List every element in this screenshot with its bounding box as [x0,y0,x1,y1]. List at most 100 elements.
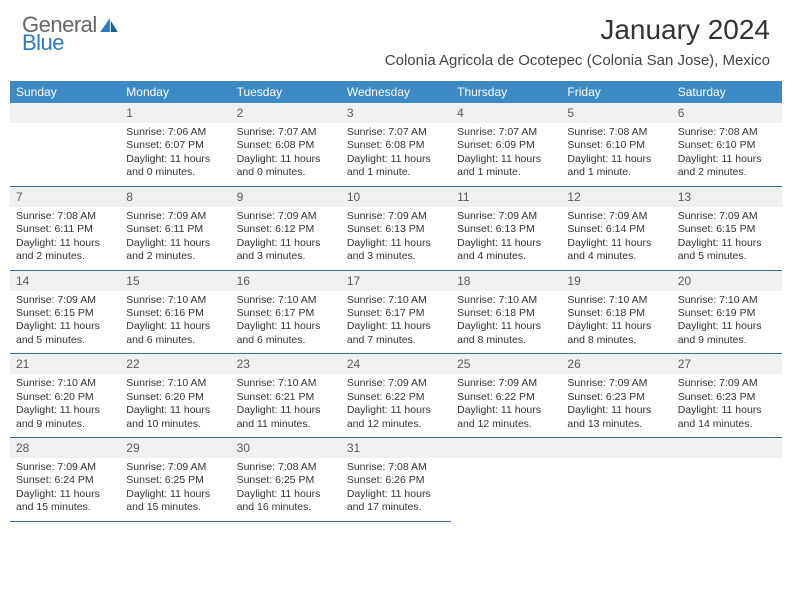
day-details: Sunrise: 7:08 AMSunset: 6:10 PMDaylight:… [561,123,671,186]
day-details [451,458,561,514]
day-header-friday: Friday [561,81,671,103]
day-number [672,438,782,458]
day-number: 8 [120,187,230,207]
calendar-day: 6Sunrise: 7:08 AMSunset: 6:10 PMDaylight… [672,103,782,186]
day-number: 12 [561,187,671,207]
day-number: 28 [10,438,120,458]
calendar-day: 5Sunrise: 7:08 AMSunset: 6:10 PMDaylight… [561,103,671,186]
day-header-monday: Monday [120,81,230,103]
day-details: Sunrise: 7:09 AMSunset: 6:23 PMDaylight:… [561,374,671,437]
day-details: Sunrise: 7:10 AMSunset: 6:17 PMDaylight:… [231,291,341,354]
calendar-day-empty [561,438,671,522]
day-details: Sunrise: 7:10 AMSunset: 6:20 PMDaylight:… [10,374,120,437]
calendar-day: 31Sunrise: 7:08 AMSunset: 6:26 PMDayligh… [341,438,451,522]
day-number: 7 [10,187,120,207]
calendar-day: 9Sunrise: 7:09 AMSunset: 6:12 PMDaylight… [231,186,341,270]
calendar-day: 23Sunrise: 7:10 AMSunset: 6:21 PMDayligh… [231,354,341,438]
day-header-tuesday: Tuesday [231,81,341,103]
calendar-week: 7Sunrise: 7:08 AMSunset: 6:11 PMDaylight… [10,186,782,270]
day-number: 25 [451,354,561,374]
day-details: Sunrise: 7:07 AMSunset: 6:08 PMDaylight:… [341,123,451,186]
day-details: Sunrise: 7:07 AMSunset: 6:08 PMDaylight:… [231,123,341,186]
calendar-week: 21Sunrise: 7:10 AMSunset: 6:20 PMDayligh… [10,354,782,438]
calendar-day: 3Sunrise: 7:07 AMSunset: 6:08 PMDaylight… [341,103,451,186]
day-header-row: SundayMondayTuesdayWednesdayThursdayFrid… [10,81,782,103]
day-details: Sunrise: 7:09 AMSunset: 6:15 PMDaylight:… [672,207,782,270]
day-number: 15 [120,271,230,291]
calendar-table: SundayMondayTuesdayWednesdayThursdayFrid… [10,81,782,522]
day-details: Sunrise: 7:09 AMSunset: 6:14 PMDaylight:… [561,207,671,270]
calendar-day: 26Sunrise: 7:09 AMSunset: 6:23 PMDayligh… [561,354,671,438]
day-details: Sunrise: 7:09 AMSunset: 6:23 PMDaylight:… [672,374,782,437]
calendar-day: 7Sunrise: 7:08 AMSunset: 6:11 PMDaylight… [10,186,120,270]
month-title: January 2024 [385,14,770,46]
day-number: 20 [672,271,782,291]
calendar-day: 12Sunrise: 7:09 AMSunset: 6:14 PMDayligh… [561,186,671,270]
calendar-day: 1Sunrise: 7:06 AMSunset: 6:07 PMDaylight… [120,103,230,186]
calendar-week: 1Sunrise: 7:06 AMSunset: 6:07 PMDaylight… [10,103,782,186]
day-header-thursday: Thursday [451,81,561,103]
calendar-day: 18Sunrise: 7:10 AMSunset: 6:18 PMDayligh… [451,270,561,354]
calendar-day: 25Sunrise: 7:09 AMSunset: 6:22 PMDayligh… [451,354,561,438]
day-number: 29 [120,438,230,458]
day-number: 22 [120,354,230,374]
day-details: Sunrise: 7:08 AMSunset: 6:25 PMDaylight:… [231,458,341,521]
day-number: 17 [341,271,451,291]
day-details: Sunrise: 7:08 AMSunset: 6:10 PMDaylight:… [672,123,782,186]
day-details [10,123,120,179]
calendar-day: 28Sunrise: 7:09 AMSunset: 6:24 PMDayligh… [10,438,120,522]
calendar-day: 10Sunrise: 7:09 AMSunset: 6:13 PMDayligh… [341,186,451,270]
day-number: 1 [120,103,230,123]
calendar-day: 14Sunrise: 7:09 AMSunset: 6:15 PMDayligh… [10,270,120,354]
calendar-day-empty [672,438,782,522]
day-number: 19 [561,271,671,291]
calendar-day: 20Sunrise: 7:10 AMSunset: 6:19 PMDayligh… [672,270,782,354]
day-details: Sunrise: 7:10 AMSunset: 6:19 PMDaylight:… [672,291,782,354]
day-number [10,103,120,123]
calendar-day: 21Sunrise: 7:10 AMSunset: 6:20 PMDayligh… [10,354,120,438]
day-details: Sunrise: 7:10 AMSunset: 6:18 PMDaylight:… [451,291,561,354]
day-details: Sunrise: 7:07 AMSunset: 6:09 PMDaylight:… [451,123,561,186]
calendar-day: 2Sunrise: 7:07 AMSunset: 6:08 PMDaylight… [231,103,341,186]
day-number: 18 [451,271,561,291]
calendar-day: 17Sunrise: 7:10 AMSunset: 6:17 PMDayligh… [341,270,451,354]
day-details: Sunrise: 7:08 AMSunset: 6:11 PMDaylight:… [10,207,120,270]
day-number [561,438,671,458]
day-details: Sunrise: 7:10 AMSunset: 6:21 PMDaylight:… [231,374,341,437]
calendar-day-empty [10,103,120,186]
day-number: 13 [672,187,782,207]
day-header-saturday: Saturday [672,81,782,103]
calendar-day: 15Sunrise: 7:10 AMSunset: 6:16 PMDayligh… [120,270,230,354]
day-details: Sunrise: 7:08 AMSunset: 6:26 PMDaylight:… [341,458,451,521]
day-number: 2 [231,103,341,123]
day-number: 11 [451,187,561,207]
day-header-wednesday: Wednesday [341,81,451,103]
day-header-sunday: Sunday [10,81,120,103]
day-number: 9 [231,187,341,207]
location-subtitle: Colonia Agricola de Ocotepec (Colonia Sa… [385,52,770,69]
day-details [672,458,782,514]
day-number [451,438,561,458]
day-number: 6 [672,103,782,123]
day-details: Sunrise: 7:09 AMSunset: 6:25 PMDaylight:… [120,458,230,521]
day-details: Sunrise: 7:09 AMSunset: 6:15 PMDaylight:… [10,291,120,354]
calendar-day: 29Sunrise: 7:09 AMSunset: 6:25 PMDayligh… [120,438,230,522]
calendar-week: 28Sunrise: 7:09 AMSunset: 6:24 PMDayligh… [10,438,782,522]
day-details: Sunrise: 7:09 AMSunset: 6:13 PMDaylight:… [341,207,451,270]
day-number: 10 [341,187,451,207]
day-details: Sunrise: 7:09 AMSunset: 6:12 PMDaylight:… [231,207,341,270]
calendar-day: 30Sunrise: 7:08 AMSunset: 6:25 PMDayligh… [231,438,341,522]
day-details: Sunrise: 7:09 AMSunset: 6:22 PMDaylight:… [341,374,451,437]
day-number: 27 [672,354,782,374]
day-details: Sunrise: 7:10 AMSunset: 6:17 PMDaylight:… [341,291,451,354]
page-header: GeneralBlue January 2024 Colonia Agricol… [0,0,792,73]
day-number: 23 [231,354,341,374]
day-details: Sunrise: 7:09 AMSunset: 6:22 PMDaylight:… [451,374,561,437]
title-block: January 2024 Colonia Agricola de Ocotepe… [385,14,770,69]
day-number: 26 [561,354,671,374]
calendar-day: 24Sunrise: 7:09 AMSunset: 6:22 PMDayligh… [341,354,451,438]
calendar-day: 27Sunrise: 7:09 AMSunset: 6:23 PMDayligh… [672,354,782,438]
calendar-day: 19Sunrise: 7:10 AMSunset: 6:18 PMDayligh… [561,270,671,354]
day-details: Sunrise: 7:09 AMSunset: 6:13 PMDaylight:… [451,207,561,270]
day-number: 5 [561,103,671,123]
